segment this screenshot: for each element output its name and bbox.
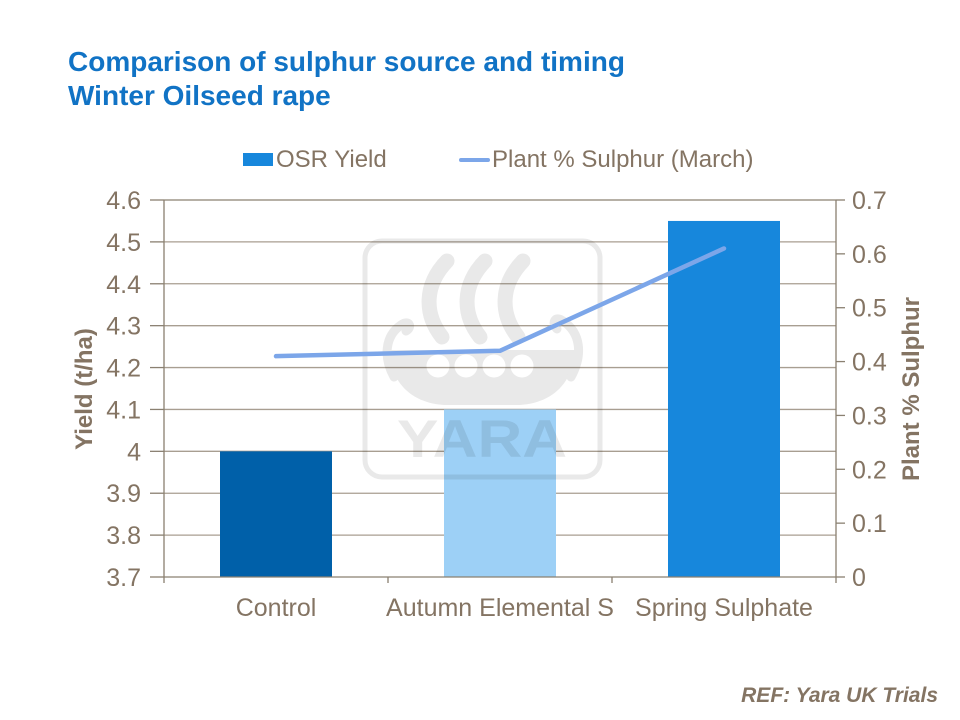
y-right-tick-label: 0 bbox=[852, 564, 866, 592]
y-left-tick-label: 4.5 bbox=[106, 229, 141, 257]
title-line-2: Winter Oilseed rape bbox=[68, 80, 331, 111]
y-left-tick-label: 4 bbox=[127, 438, 141, 466]
y-left-tick-label: 3.7 bbox=[106, 564, 141, 592]
legend-label-plant-sulphur: Plant % Sulphur (March) bbox=[492, 146, 754, 173]
bar-autumn-elemental-s bbox=[444, 409, 556, 577]
yara-logo-watermark: YARA bbox=[362, 238, 603, 480]
y-axis-left-title: Yield (t/ha) bbox=[71, 328, 98, 450]
watermark-sail-icon bbox=[497, 253, 531, 345]
line-series-plant-sulphur bbox=[273, 246, 727, 359]
y-left-tick-label: 4.6 bbox=[106, 187, 141, 215]
bar-spring-sulphate bbox=[668, 220, 780, 577]
y-right-tick-label: 0.2 bbox=[852, 456, 887, 484]
x-category-label: Autumn Elemental S bbox=[386, 594, 614, 622]
legend-line-swatch bbox=[459, 158, 490, 162]
axes bbox=[150, 199, 845, 583]
y-left-tick-label: 4.1 bbox=[106, 396, 141, 424]
bar-series-osr-yield bbox=[220, 220, 780, 577]
y-left-tick-label: 3.8 bbox=[106, 522, 141, 550]
y-left-tick-label: 4.3 bbox=[106, 313, 141, 341]
x-category-label: Control bbox=[236, 594, 317, 622]
watermark-sail-icon bbox=[421, 253, 455, 345]
legend-bar-swatch bbox=[243, 153, 273, 166]
watermark-frame bbox=[362, 238, 603, 480]
title-line-1: Comparison of sulphur source and timing bbox=[68, 46, 625, 77]
watermark-ship-hull-icon bbox=[388, 350, 576, 405]
y-right-tick-label: 0.3 bbox=[852, 402, 887, 430]
y-left-tick-label: 4.2 bbox=[106, 355, 141, 383]
watermark-sail-icon bbox=[459, 253, 493, 345]
y-left-tick-label: 3.9 bbox=[106, 480, 141, 508]
y-right-tick-label: 0.5 bbox=[852, 295, 887, 323]
axis-labels: 3.7 3.8 3.9 4 4.1 4.2 4.3 4.4 4.5 4.6 0 0.1 0.2 0.3 0.… bbox=[71, 187, 925, 622]
slide-title: Comparison of sulphur source and timing … bbox=[68, 45, 625, 113]
y-right-tick-label: 0.6 bbox=[852, 241, 887, 269]
bar-control bbox=[220, 451, 332, 577]
y-right-tick-label: 0.1 bbox=[852, 510, 887, 538]
watermark-prow-icon bbox=[382, 318, 415, 382]
y-axis-right-title: Plant % Sulphur bbox=[898, 297, 925, 481]
reference-note: REF: Yara UK Trials bbox=[741, 684, 938, 707]
y-right-tick-label: 0.7 bbox=[852, 187, 887, 215]
x-category-label: Spring Sulphate bbox=[635, 594, 813, 622]
legend-label-osr-yield: OSR Yield bbox=[276, 146, 387, 173]
y-left-tick-label: 4.4 bbox=[106, 271, 141, 299]
watermark-text: YARA bbox=[397, 410, 567, 469]
y-right-tick-label: 0.4 bbox=[852, 349, 887, 377]
